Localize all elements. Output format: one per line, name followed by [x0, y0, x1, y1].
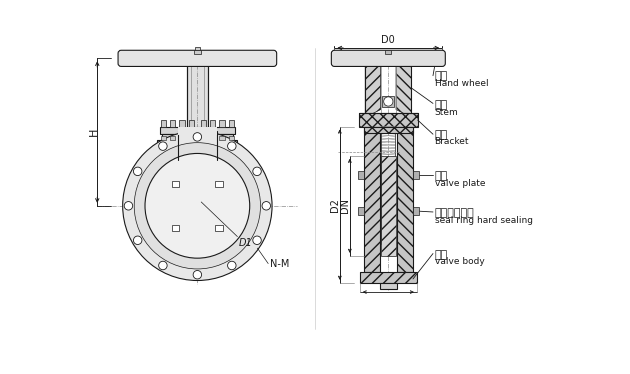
Bar [172, 224, 180, 231]
Bar [385, 50, 391, 54]
Polygon shape [397, 126, 413, 272]
Bar [380, 283, 397, 289]
Bar [180, 120, 185, 126]
Circle shape [253, 167, 261, 175]
Text: 阀杆: 阀杆 [435, 100, 448, 110]
Circle shape [253, 236, 261, 245]
FancyBboxPatch shape [331, 50, 445, 67]
Circle shape [123, 131, 272, 280]
Text: Bracket: Bracket [435, 137, 469, 146]
Bar [219, 136, 225, 140]
Text: N-M: N-M [270, 258, 289, 269]
Bar [382, 96, 394, 107]
Bar [229, 136, 234, 140]
Circle shape [227, 261, 236, 270]
Circle shape [124, 202, 133, 210]
Bar [172, 181, 180, 187]
Text: 密封圈硬密封: 密封圈硬密封 [435, 208, 474, 218]
Bar [158, 140, 238, 148]
Bar [161, 136, 166, 140]
Text: 阀体: 阀体 [435, 250, 448, 260]
Text: valve body: valve body [435, 257, 484, 266]
Bar [193, 50, 201, 54]
Text: H: H [88, 128, 98, 136]
Polygon shape [396, 63, 411, 113]
Bar [360, 272, 417, 283]
Circle shape [134, 236, 142, 245]
Circle shape [193, 270, 202, 279]
Bar [195, 47, 200, 50]
Bar [364, 126, 413, 133]
Bar [178, 127, 217, 135]
Polygon shape [381, 156, 396, 256]
Text: DN: DN [340, 198, 350, 213]
Text: 支架: 支架 [435, 129, 448, 140]
Circle shape [262, 202, 270, 210]
Bar [162, 134, 232, 140]
Text: D0: D0 [381, 35, 395, 45]
Circle shape [193, 133, 202, 141]
Bar [159, 126, 235, 134]
Bar [413, 171, 419, 179]
Text: 手轮: 手轮 [435, 71, 448, 81]
Bar [170, 120, 175, 126]
Bar [358, 207, 364, 215]
Bar [166, 156, 229, 160]
Text: Hand wheel: Hand wheel [435, 79, 488, 88]
Text: valve plate: valve plate [435, 179, 485, 188]
Polygon shape [364, 126, 380, 272]
Circle shape [159, 142, 167, 150]
Bar [358, 171, 364, 179]
Bar [201, 120, 206, 126]
Bar [215, 181, 223, 187]
Bar [170, 148, 224, 156]
Bar [219, 120, 225, 126]
Circle shape [227, 142, 236, 150]
Bar [210, 120, 215, 126]
Bar [161, 120, 166, 126]
Text: Stem: Stem [435, 108, 458, 117]
Text: 阀板: 阀板 [435, 171, 448, 181]
Polygon shape [365, 63, 381, 113]
Bar [215, 224, 223, 231]
Bar [186, 63, 208, 134]
Circle shape [134, 142, 261, 269]
Circle shape [384, 97, 393, 106]
Bar [188, 120, 194, 126]
Bar [170, 136, 175, 140]
Bar [359, 113, 418, 126]
Text: seal ring hard sealing: seal ring hard sealing [435, 216, 532, 225]
Bar [229, 120, 234, 126]
Circle shape [145, 153, 249, 258]
Circle shape [159, 261, 167, 270]
Text: D2: D2 [330, 198, 340, 212]
Circle shape [134, 167, 142, 175]
Bar [413, 207, 419, 215]
Text: D1: D1 [239, 238, 253, 248]
FancyBboxPatch shape [118, 50, 277, 67]
